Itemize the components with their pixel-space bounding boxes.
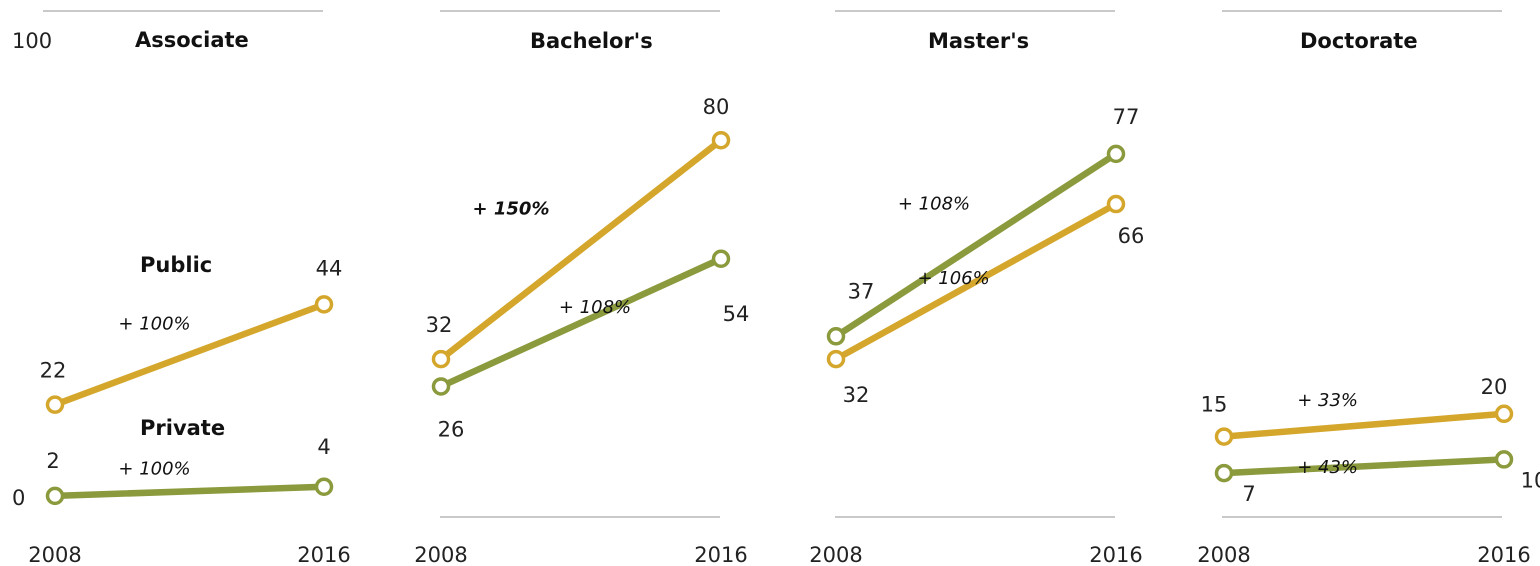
panel-marks-doctorate: 7 10 + 43% 15 20 + 33% <box>1201 375 1540 506</box>
public-series-line-doctorate <box>1220 410 1508 440</box>
private-series-line-associate <box>51 483 328 500</box>
public-value-label-2008-doctorate: 15 <box>1201 393 1228 417</box>
public-point-2008-associate <box>45 395 65 414</box>
public-point-2008-doctorate <box>1214 427 1234 446</box>
panel-title-masters: Master's <box>928 29 1029 53</box>
panel-associate: Associate Public Private <box>135 28 249 440</box>
y-tick-100: 100 <box>12 29 52 53</box>
private-point-2008-bachelors <box>431 377 451 396</box>
x-tick-2008-bachelors: 2008 <box>414 543 467 566</box>
private-value-label-2008-associate: 2 <box>46 449 59 473</box>
panel-title-bachelors: Bachelor's <box>530 29 653 53</box>
private-point-2016-masters <box>1106 144 1126 164</box>
private-change-label-associate: + 100% <box>118 459 190 480</box>
public-point-2008-masters <box>826 349 846 369</box>
public-change-label-masters: + 106% <box>917 268 989 289</box>
public-value-label-2016-doctorate: 20 <box>1481 375 1508 399</box>
public-point-2008-bachelors <box>431 349 451 369</box>
public-series-line-associate <box>51 301 328 408</box>
panel-title-associate: Associate <box>135 28 249 52</box>
x-tick-2008-associate: 2008 <box>28 543 81 566</box>
y-tick-0: 0 <box>12 486 25 510</box>
public-value-label-2016-masters: 66 <box>1118 224 1145 248</box>
panel-masters: Master's <box>928 29 1029 53</box>
private-point-2008-associate <box>45 486 65 506</box>
panel-marks-associate: 2 4 + 100% 22 44 + 100% <box>40 256 343 506</box>
private-point-2016-bachelors <box>711 249 731 269</box>
private-series-line-masters <box>832 150 1120 340</box>
chart-marks: 2 4 + 100% 22 44 + 100% 26 54 + 108% 32 80 + 150% 37… <box>40 95 1540 506</box>
private-value-label-2016-doctorate: 10 <box>1521 468 1540 492</box>
public-change-label-doctorate: + 33% <box>1297 390 1358 411</box>
private-value-label-2016-masters: 77 <box>1113 105 1140 129</box>
public-change-label-bachelors: + 150% <box>473 198 550 219</box>
private-point-2008-doctorate <box>1214 463 1234 483</box>
private-value-label-2008-masters: 37 <box>848 279 875 303</box>
series-tag-public: Public <box>140 253 212 277</box>
private-point-2016-doctorate <box>1494 450 1514 469</box>
panel-title-doctorate: Doctorate <box>1300 29 1418 53</box>
panel-marks-bachelors: 26 54 + 108% 32 80 + 150% <box>426 95 750 441</box>
private-series-line-doctorate <box>1220 456 1508 477</box>
private-change-label-bachelors: + 108% <box>559 297 631 318</box>
public-series-line-bachelors <box>437 136 725 363</box>
private-value-label-2008-bachelors: 26 <box>438 417 465 441</box>
x-tick-2016-associate: 2016 <box>297 543 350 566</box>
x-tick-2016-bachelors: 2016 <box>694 543 747 566</box>
public-point-2016-masters <box>1106 194 1126 214</box>
private-change-label-masters: + 108% <box>898 193 970 214</box>
x-axis-ticks: 2008 2016 2008 2016 2008 2016 2008 2016 <box>28 543 1530 566</box>
public-point-2016-bachelors <box>711 130 731 150</box>
public-value-label-2016-associate: 44 <box>316 256 343 280</box>
public-value-label-2016-bachelors: 80 <box>703 95 730 119</box>
x-tick-2016-doctorate: 2016 <box>1477 543 1530 566</box>
panel-doctorate: Doctorate <box>1300 29 1418 53</box>
public-value-label-2008-masters: 32 <box>843 383 870 407</box>
panel-marks-masters: 37 77 + 108% 32 66 + 106% <box>826 105 1145 407</box>
public-point-2016-associate <box>314 295 334 314</box>
private-point-2016-associate <box>314 477 334 497</box>
private-point-2008-masters <box>826 327 846 346</box>
x-tick-2008-masters: 2008 <box>809 543 862 566</box>
private-value-label-2016-bachelors: 54 <box>723 302 750 326</box>
private-series-line-bachelors <box>437 255 725 390</box>
public-value-label-2008-associate: 22 <box>40 359 67 383</box>
series-tag-private: Private <box>140 416 225 440</box>
public-change-label-associate: + 100% <box>118 314 190 335</box>
private-value-label-2016-associate: 4 <box>317 435 330 459</box>
public-value-label-2008-bachelors: 32 <box>426 313 453 337</box>
public-point-2016-doctorate <box>1494 404 1514 424</box>
panel-bachelors: Bachelor's <box>530 29 653 53</box>
public-series-line-masters <box>832 200 1120 363</box>
private-change-label-doctorate: + 43% <box>1297 457 1358 478</box>
x-tick-2016-masters: 2016 <box>1089 543 1142 566</box>
x-tick-2008-doctorate: 2008 <box>1197 543 1250 566</box>
private-value-label-2008-doctorate: 7 <box>1242 482 1255 506</box>
